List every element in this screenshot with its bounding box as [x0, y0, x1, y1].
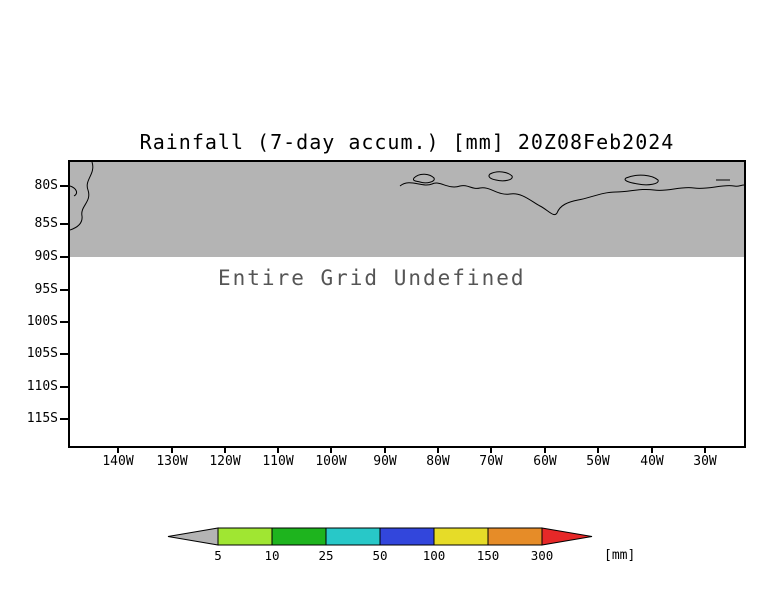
- colorbar-level-label: 100: [422, 548, 446, 563]
- y-tick-mark: [60, 256, 68, 258]
- map-plot-area: Entire Grid Undefined: [68, 160, 746, 448]
- x-tick-mark: [277, 448, 279, 453]
- colorbar-above-arrow: [541, 527, 593, 546]
- y-axis-label: 105S: [26, 346, 58, 361]
- x-axis-label: 140W: [102, 454, 134, 469]
- colorbar-level-label: 10: [264, 548, 280, 563]
- x-axis-label: 30W: [693, 454, 717, 469]
- y-tick-mark: [60, 223, 68, 225]
- colorbar-level-label: 300: [530, 548, 554, 563]
- colorbar-level-label: 5: [214, 548, 222, 563]
- coastline-left: [70, 162, 94, 231]
- colorbar-level-label: 50: [372, 548, 388, 563]
- x-tick-mark: [117, 448, 119, 453]
- x-axis-label: 60W: [533, 454, 557, 469]
- y-tick-mark: [60, 185, 68, 187]
- x-axis-label: 70W: [479, 454, 503, 469]
- x-axis-label: 100W: [315, 454, 347, 469]
- colorbar-segment: [433, 527, 489, 546]
- x-tick-mark: [224, 448, 226, 453]
- y-axis-label: 85S: [34, 216, 58, 231]
- coastline-left-inner: [70, 185, 78, 197]
- y-axis-label: 110S: [26, 379, 58, 394]
- y-axis-label: 90S: [34, 249, 58, 264]
- x-axis-label: 120W: [209, 454, 241, 469]
- x-axis-label: 80W: [426, 454, 450, 469]
- x-tick-mark: [330, 448, 332, 453]
- x-tick-mark: [171, 448, 173, 453]
- coastline-contours: [70, 162, 744, 231]
- y-axis-label: 80S: [34, 178, 58, 193]
- x-tick-mark: [384, 448, 386, 453]
- x-axis-label: 90W: [373, 454, 397, 469]
- colorbar-level-label: 25: [318, 548, 334, 563]
- x-axis-label: 40W: [640, 454, 664, 469]
- island-2: [488, 171, 513, 182]
- y-axis-label: 115S: [26, 411, 58, 426]
- colorbar: [167, 527, 593, 546]
- colorbar-unit-label: [mm]: [604, 548, 636, 563]
- colorbar-below-arrow: [167, 527, 219, 546]
- x-axis-label: 50W: [586, 454, 610, 469]
- y-tick-mark: [60, 289, 68, 291]
- island-1: [413, 173, 435, 184]
- colorbar-level-label: 150: [476, 548, 500, 563]
- x-tick-mark: [704, 448, 706, 453]
- grid-undefined-message: Entire Grid Undefined: [218, 266, 526, 290]
- y-axis-label: 100S: [26, 314, 58, 329]
- x-tick-mark: [544, 448, 546, 453]
- coastline-main: [399, 182, 744, 216]
- colorbar-segment: [325, 527, 381, 546]
- y-tick-mark: [60, 321, 68, 323]
- x-tick-mark: [490, 448, 492, 453]
- x-axis-label: 130W: [156, 454, 188, 469]
- x-tick-mark: [437, 448, 439, 453]
- y-tick-mark: [60, 353, 68, 355]
- shaded-region: [70, 162, 744, 257]
- colorbar-segment: [271, 527, 327, 546]
- colorbar-segment: [379, 527, 435, 546]
- colorbar-segment: [217, 527, 273, 546]
- x-axis-label: 110W: [262, 454, 294, 469]
- y-axis-label: 95S: [34, 282, 58, 297]
- y-tick-mark: [60, 418, 68, 420]
- x-tick-mark: [651, 448, 653, 453]
- plot-title: Rainfall (7-day accum.) [mm] 20Z08Feb202…: [139, 130, 675, 154]
- y-tick-mark: [60, 386, 68, 388]
- colorbar-segment: [487, 527, 543, 546]
- island-3: [624, 174, 659, 186]
- x-tick-mark: [597, 448, 599, 453]
